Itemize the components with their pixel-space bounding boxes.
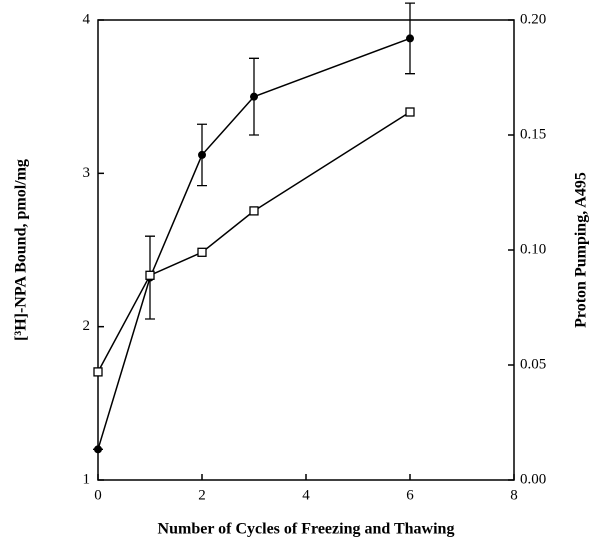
- marker: [93, 367, 103, 377]
- marker: [249, 206, 259, 216]
- plot-frame: [97, 19, 515, 481]
- y-axis-label: [³H]-NPA Bound, pmol/mg: [13, 159, 30, 341]
- y2-tick-label: 0.15: [520, 126, 546, 142]
- y2-tick-label: 0.10: [520, 241, 546, 257]
- marker: [250, 92, 258, 101]
- y-tick-label: 4: [83, 11, 91, 27]
- x-tick-label: 4: [302, 487, 310, 503]
- x-tick-label: 2: [198, 487, 206, 503]
- x-axis-label: Number of Cycles of Freezing and Thawing: [158, 521, 455, 538]
- series-line: [97, 111, 411, 373]
- y-tick-label: 3: [83, 165, 91, 181]
- x-tick-label: 6: [406, 487, 414, 503]
- marker: [406, 34, 414, 43]
- y-tick-label: 2: [83, 318, 91, 334]
- y2-tick-label: 0.05: [520, 356, 546, 372]
- y2-tick-label: 0.20: [520, 11, 546, 27]
- marker: [198, 150, 206, 159]
- y2-tick-label: 0.00: [520, 471, 546, 487]
- y-tick-label: 1: [83, 471, 91, 487]
- y2-axis-label: Proton Pumping, A495: [573, 172, 590, 328]
- x-tick-label: 8: [510, 487, 518, 503]
- marker: [197, 247, 207, 257]
- x-tick-label: 0: [94, 487, 102, 503]
- marker: [94, 445, 102, 454]
- marker: [145, 270, 155, 280]
- marker: [405, 107, 415, 117]
